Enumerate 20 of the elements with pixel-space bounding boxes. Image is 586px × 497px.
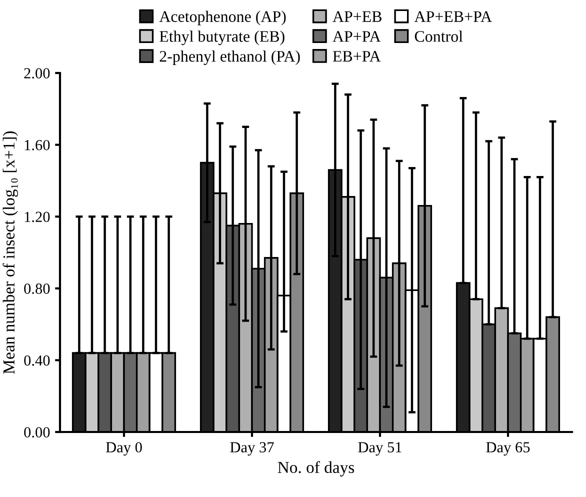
y-tick-label: 1.20 xyxy=(24,212,50,222)
x-tick-label: Day 37 xyxy=(230,442,274,456)
x-tick-label: Day 51 xyxy=(358,442,402,456)
legend-label: EB+PA xyxy=(332,50,381,62)
y-tick-label: 0.40 xyxy=(24,355,50,366)
legend-label: AP+EB xyxy=(332,11,382,22)
legend-label: Acetophenone (AP) xyxy=(159,10,286,26)
legend-label: Ethyl butyrate (EB) xyxy=(160,30,284,46)
x-axis-title: No. of days xyxy=(278,461,354,476)
legend-label: AP+PA xyxy=(332,31,381,42)
y-tick-label: 2.00 xyxy=(24,68,50,79)
legend-label: Control xyxy=(414,30,463,42)
x-tick-label: Day 65 xyxy=(486,442,530,456)
legend-label: 2-phenyl ethanol (PA) xyxy=(160,50,300,66)
y-tick-label: 0.00 xyxy=(24,427,50,438)
y-tick-label: 1.60 xyxy=(24,140,50,150)
legend-label: AP+EB+PA xyxy=(414,11,492,22)
x-tick-label: Day 0 xyxy=(106,442,142,456)
y-axis-title: Mean number of insect (log₁₀ [x+1]) xyxy=(2,131,18,374)
y-tick-label: 0.80 xyxy=(24,284,50,294)
